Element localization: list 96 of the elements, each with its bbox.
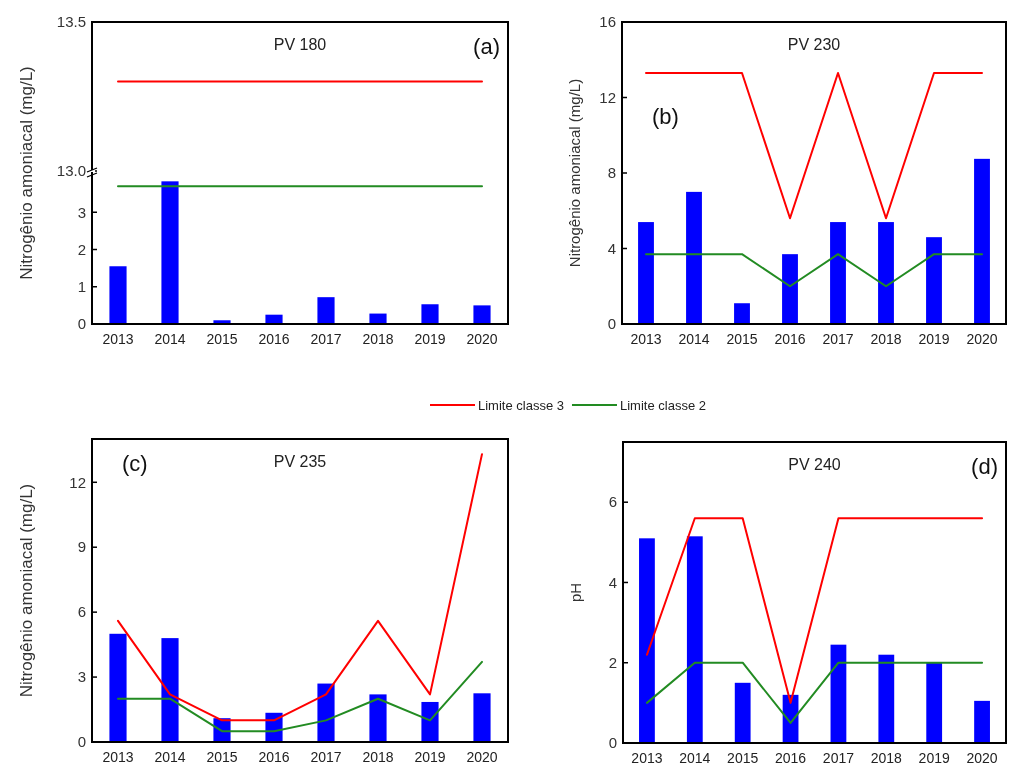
x-tick-label: 2020 bbox=[466, 749, 498, 765]
bar bbox=[109, 266, 127, 324]
y-axis-title: Nitrogênio amoniacal (mg/L) bbox=[17, 66, 36, 280]
bar bbox=[734, 303, 750, 324]
bar bbox=[830, 222, 846, 324]
y-tick-label: 1 bbox=[77, 278, 86, 295]
bar bbox=[109, 633, 127, 742]
x-tick-label: 2018 bbox=[870, 331, 902, 347]
y-tick-label: 2 bbox=[608, 653, 617, 671]
x-tick-label: 2020 bbox=[966, 331, 998, 347]
x-tick-label: 2018 bbox=[362, 331, 394, 347]
text: PV 180 bbox=[273, 36, 327, 53]
y-tick-label: 6 bbox=[77, 603, 86, 621]
x-tick-label: 2013 bbox=[102, 749, 134, 765]
x-tick-label: 2015 bbox=[727, 750, 759, 766]
x-tick-label: 2020 bbox=[966, 750, 998, 766]
y-tick-label: 0 bbox=[608, 734, 617, 752]
x-tick-label: 2015 bbox=[726, 331, 758, 347]
y-tick-label: 3 bbox=[77, 668, 86, 686]
bar bbox=[926, 662, 943, 743]
x-tick-label: 2015 bbox=[206, 749, 238, 765]
bar bbox=[974, 158, 990, 324]
y-axis-title: Nitrogênio amoniacal (mg/L) bbox=[566, 78, 583, 268]
x-tick-label: 2017 bbox=[822, 750, 855, 766]
bar bbox=[161, 638, 179, 742]
x-tick-label: 2019 bbox=[918, 331, 950, 347]
y-axis-title: Nitrogênio amoniacal (mg/L) bbox=[17, 483, 36, 698]
text: PV 240 bbox=[788, 456, 841, 473]
annotation: (a) bbox=[473, 34, 500, 59]
x-tick-label: 2016 bbox=[258, 749, 290, 765]
bar bbox=[639, 538, 655, 743]
bar bbox=[317, 297, 335, 324]
x-tick-label: 2014 bbox=[154, 331, 186, 347]
bar bbox=[878, 654, 895, 743]
x-tick-label: 2013 bbox=[102, 331, 134, 347]
bar bbox=[734, 682, 751, 743]
y-tick-label: 8 bbox=[607, 164, 616, 182]
y-tick-label: 12 bbox=[69, 473, 86, 491]
y-tick-label: 3 bbox=[77, 203, 86, 221]
x-tick-label: 2018 bbox=[362, 749, 394, 765]
bar bbox=[369, 313, 387, 324]
x-tick-label: 2019 bbox=[414, 331, 446, 347]
bar bbox=[421, 701, 439, 742]
x-tick-label: 2013 bbox=[631, 750, 663, 766]
y-tick-label: 2 bbox=[77, 240, 86, 258]
bar bbox=[473, 693, 491, 742]
line-series bbox=[117, 453, 483, 722]
y-tick-label: 6 bbox=[608, 493, 617, 511]
bar bbox=[265, 314, 283, 324]
bar bbox=[830, 644, 847, 743]
y-tick-label: 13.0 bbox=[56, 162, 86, 180]
bar bbox=[369, 694, 387, 742]
x-tick-label: 2015 bbox=[206, 331, 238, 347]
x-tick-label: 2014 bbox=[679, 750, 711, 766]
y-axis-title: pH bbox=[567, 582, 584, 603]
bar bbox=[421, 304, 439, 324]
legend-label: Limite classe 2 bbox=[619, 397, 706, 413]
x-tick-label: 2017 bbox=[310, 749, 342, 765]
bar bbox=[473, 305, 491, 324]
y-tick-label: 0 bbox=[77, 315, 86, 333]
y-tick-label: 0 bbox=[77, 733, 86, 751]
bar bbox=[317, 683, 335, 742]
y-tick-label: 16 bbox=[599, 13, 616, 31]
x-tick-label: 2014 bbox=[678, 331, 710, 347]
y-tick-label: 4 bbox=[608, 573, 617, 591]
x-tick-label: 2013 bbox=[630, 331, 662, 347]
x-tick-label: 2019 bbox=[414, 749, 446, 765]
y-tick-label: 9 bbox=[77, 538, 86, 556]
annotation: (b) bbox=[652, 104, 679, 129]
y-tick-label: 0 bbox=[607, 315, 616, 333]
x-tick-label: 2019 bbox=[918, 750, 950, 766]
bar bbox=[926, 237, 942, 324]
x-tick-label: 2014 bbox=[154, 749, 186, 765]
bar bbox=[686, 191, 702, 324]
bar bbox=[686, 536, 703, 743]
line-series bbox=[117, 660, 483, 733]
y-tick-label: 12 bbox=[599, 88, 616, 106]
x-tick-label: 2016 bbox=[774, 750, 807, 766]
x-tick-label: 2016 bbox=[258, 331, 290, 347]
bar bbox=[161, 181, 179, 324]
y-tick-label: 13.5 bbox=[56, 13, 86, 31]
legend-label: Limite classe 3 bbox=[478, 397, 564, 413]
x-tick-label: 2020 bbox=[466, 331, 498, 347]
x-tick-label: 2018 bbox=[870, 750, 903, 766]
text: PV 230 bbox=[787, 36, 841, 53]
bar bbox=[974, 700, 990, 743]
annotation: (c) bbox=[122, 451, 148, 476]
bar bbox=[782, 254, 798, 324]
x-tick-label: 2017 bbox=[310, 331, 342, 347]
y-tick-label: 4 bbox=[607, 239, 616, 257]
x-tick-label: 2016 bbox=[774, 331, 806, 347]
x-tick-label: 2017 bbox=[822, 331, 854, 347]
text: PV 235 bbox=[273, 453, 327, 470]
annotation: (d) bbox=[971, 454, 998, 479]
bar bbox=[638, 222, 654, 324]
bar bbox=[878, 222, 894, 324]
